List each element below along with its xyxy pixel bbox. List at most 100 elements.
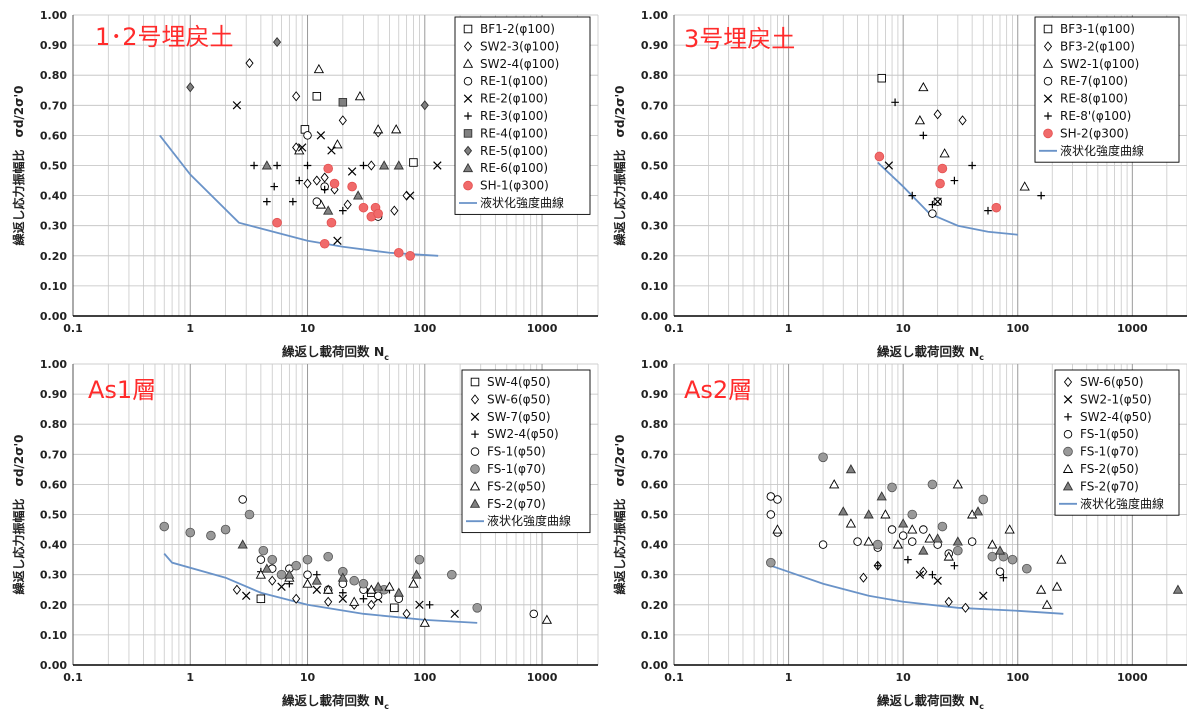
x-tick-label: 0.1 xyxy=(664,322,684,335)
strength-curve xyxy=(877,161,1018,236)
series-circle-filled xyxy=(874,151,1002,213)
y-tick-label: 0.90 xyxy=(641,39,668,52)
data-point xyxy=(338,98,348,107)
data-point xyxy=(323,584,334,594)
data-point xyxy=(952,536,963,546)
data-point xyxy=(950,176,959,185)
data-point xyxy=(324,596,333,607)
series-square-open xyxy=(877,73,886,83)
legend-entry: RE-4(φ100) xyxy=(480,126,548,140)
legend-marker xyxy=(463,129,473,138)
legend: SW-6(φ50) SW2-1(φ50) SW2-4(φ50) FS-1(φ50) FS… xyxy=(1054,369,1180,516)
series-triangle-open xyxy=(914,81,1030,191)
series-diamond-filled xyxy=(186,36,429,111)
x-axis-label: 繰返し載荷回数 Nc xyxy=(877,344,984,362)
series-plus xyxy=(873,555,1008,582)
data-point xyxy=(904,555,912,564)
data-point xyxy=(297,143,307,152)
y-tick-label: 0.50 xyxy=(641,160,668,173)
y-tick-label: 0.10 xyxy=(40,629,67,642)
y-tick-label: 0.90 xyxy=(40,39,67,52)
panel-title: As1層 xyxy=(88,376,156,404)
x-axis-label-sub: N xyxy=(969,693,979,708)
data-point xyxy=(358,578,369,589)
x-tick-label: 1 xyxy=(186,671,194,684)
data-point xyxy=(978,494,989,505)
legend-entry: 液状化強度曲線 xyxy=(1060,143,1144,158)
legend: BF1-2(φ100) SW2-3(φ100) SW2-4(φ100) RE-1(φ1… xyxy=(454,16,591,215)
strength-curve xyxy=(159,134,439,257)
data-point xyxy=(261,160,272,170)
data-point xyxy=(320,185,329,194)
data-point xyxy=(391,124,402,134)
data-point xyxy=(349,575,359,586)
y-tick-label: 0.20 xyxy=(641,250,668,263)
data-point xyxy=(953,545,963,556)
strength-curve xyxy=(770,564,1064,615)
data-point xyxy=(339,588,347,597)
legend-entry: RE-1(φ100) xyxy=(480,74,548,88)
legend-entry: FS-2(φ70) xyxy=(487,497,546,511)
legend-marker xyxy=(463,145,473,156)
y-tick-label: 1.00 xyxy=(641,9,668,22)
data-point xyxy=(853,537,862,546)
legend-entry: 液状化強度曲線 xyxy=(1080,496,1164,511)
y-tick-label: 0.30 xyxy=(641,569,668,582)
x-tick-label: 100 xyxy=(413,322,436,335)
legend-entry: BF3-1(φ100) xyxy=(1060,22,1135,36)
data-point xyxy=(267,554,278,565)
legend-entry: FS-2(φ70) xyxy=(1080,479,1139,493)
legend-marker xyxy=(469,481,481,491)
data-point xyxy=(292,91,301,102)
data-point xyxy=(859,572,868,583)
data-point xyxy=(323,551,333,562)
y-tick-label: 0.20 xyxy=(40,599,67,612)
data-point xyxy=(359,161,368,170)
data-point xyxy=(943,551,954,561)
data-point xyxy=(378,160,390,170)
data-point xyxy=(319,238,330,249)
legend-entry: SW2-1(φ50) xyxy=(1080,392,1152,406)
data-point xyxy=(268,575,277,586)
y-axis-label: 繰返し応力振幅比 σd/2σ'0 xyxy=(612,434,627,594)
legend-box xyxy=(461,369,591,534)
x-axis-label: 繰返し載荷回数 Nc xyxy=(282,344,389,362)
data-point xyxy=(312,175,321,186)
data-point xyxy=(845,464,857,474)
y-tick-label: 0.10 xyxy=(641,280,668,293)
data-point xyxy=(373,208,383,219)
legend-entry: SW2-4(φ100) xyxy=(480,57,559,71)
legend-marker xyxy=(1043,94,1053,103)
data-point xyxy=(944,596,953,607)
data-point xyxy=(338,115,347,126)
legend-entry: 液状化強度曲線 xyxy=(487,513,571,528)
data-point xyxy=(874,151,885,162)
legend-entry: RE-5(φ100) xyxy=(480,144,548,158)
x-tick-label: 0.1 xyxy=(63,671,83,684)
data-point xyxy=(409,158,418,167)
data-point xyxy=(343,199,352,210)
data-point xyxy=(415,600,424,610)
legend-box xyxy=(454,16,591,215)
y-tick-label: 0.30 xyxy=(40,220,67,233)
data-point xyxy=(311,575,322,585)
series-circle-filled xyxy=(159,509,483,613)
data-point xyxy=(372,581,384,591)
series-x xyxy=(232,101,442,245)
data-point xyxy=(772,524,783,534)
series-diamond-open xyxy=(245,58,411,216)
y-tick-label: 1.00 xyxy=(40,358,67,371)
y-tick-label: 0.60 xyxy=(641,129,668,142)
data-point xyxy=(927,479,938,490)
chart-panel-3: 0.00 0.10 0.20 0.30 0.40 0.50 0.60 0.70 0.80 0.90… xyxy=(11,358,599,711)
data-point xyxy=(907,509,918,520)
data-point xyxy=(887,525,897,534)
data-point xyxy=(312,585,322,594)
data-point xyxy=(303,131,312,140)
data-point xyxy=(232,584,241,595)
data-point xyxy=(159,521,170,532)
data-point xyxy=(1172,584,1184,594)
legend: SW-4(φ50) SW-6(φ50) SW-7(φ50) SW2-4(φ50) FS-… xyxy=(461,369,591,534)
data-point xyxy=(961,602,970,613)
